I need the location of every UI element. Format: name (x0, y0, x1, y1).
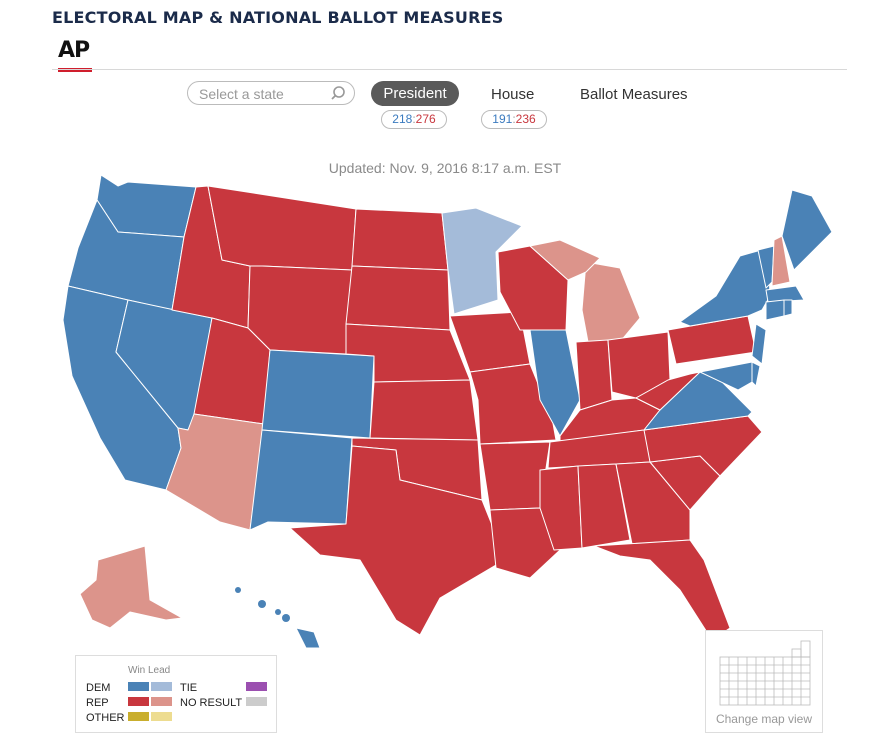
state-mi-upper[interactable] (529, 239, 601, 281)
legend-no-result-swatch (246, 697, 267, 706)
state-mi[interactable] (581, 261, 641, 343)
state-sd[interactable] (345, 265, 451, 331)
state-search-input[interactable] (197, 85, 331, 103)
state-nm[interactable] (249, 429, 353, 531)
state-de[interactable] (751, 361, 761, 387)
house-dem-count: 191 (492, 112, 513, 126)
state-pa[interactable] (667, 315, 757, 365)
ap-logo-underline (58, 68, 92, 72)
tab-house[interactable]: House (491, 86, 535, 103)
state-la[interactable] (489, 507, 561, 579)
change-map-view-label: Change map view (715, 712, 813, 726)
legend-tie: TIE (180, 682, 198, 694)
state-ks[interactable] (369, 379, 479, 441)
state-co[interactable] (261, 349, 375, 439)
state-il[interactable] (529, 329, 581, 437)
state-mt[interactable] (207, 185, 357, 271)
grid-map-icon (719, 640, 811, 706)
state-mn[interactable] (441, 207, 523, 315)
change-map-view-button[interactable]: Change map view (705, 630, 823, 733)
state-search[interactable] (187, 81, 355, 105)
legend-other-lead-swatch (151, 712, 172, 721)
legend-tie-swatch (246, 682, 267, 691)
tab-ballot-measures[interactable]: Ballot Measures (580, 86, 688, 103)
state-ct[interactable] (765, 299, 785, 321)
state-hi[interactable] (295, 627, 321, 649)
state-me[interactable] (781, 189, 833, 271)
state-ga[interactable] (615, 461, 691, 545)
header-divider (52, 69, 847, 70)
state-nh[interactable] (771, 235, 791, 287)
legend-other-win-swatch (128, 712, 149, 721)
state-mo[interactable] (469, 363, 557, 445)
legend-rep-lead-swatch (151, 697, 172, 706)
state-nj[interactable] (751, 323, 767, 365)
legend-rep: REP (86, 697, 109, 709)
tab-president[interactable]: President (371, 81, 459, 106)
legend-dem: DEM (86, 682, 111, 694)
legend-rep-win-swatch (128, 697, 149, 706)
state-fl[interactable] (593, 539, 731, 641)
state-in[interactable] (575, 339, 613, 411)
state-wv[interactable] (635, 371, 701, 411)
state-ny[interactable] (679, 247, 771, 327)
president-dem-count: 218 (392, 112, 413, 126)
legend-dem-lead-swatch (151, 682, 172, 691)
state-al[interactable] (577, 463, 631, 549)
search-icon[interactable] (330, 85, 346, 101)
state-wy[interactable] (247, 265, 353, 355)
legend-dem-win-swatch (128, 682, 149, 691)
state-tx[interactable] (289, 445, 497, 636)
state-ak[interactable] (79, 545, 183, 629)
legend-no-result: NO RESULT (180, 697, 243, 709)
ap-logo: AP (58, 38, 90, 63)
map-legend: Win Lead DEM TIE REP NO RESULT OTHER (75, 655, 277, 733)
page-title: ELECTORAL MAP & NATIONAL BALLOT MEASURES (52, 8, 504, 27)
legend-other: OTHER (86, 712, 125, 724)
state-nd[interactable] (351, 208, 449, 271)
president-score: 218:276 (381, 110, 447, 129)
updated-timestamp: Updated: Nov. 9, 2016 8:17 a.m. EST (328, 160, 562, 176)
house-rep-count: 236 (515, 112, 536, 126)
president-rep-count: 276 (415, 112, 436, 126)
state-ms[interactable] (539, 465, 583, 551)
state-az[interactable] (165, 413, 265, 531)
house-score: 191:236 (481, 110, 547, 129)
legend-header: Win Lead (128, 665, 171, 676)
hawaii-islands (235, 587, 290, 622)
state-ma[interactable] (765, 285, 805, 303)
state-ri[interactable] (783, 299, 793, 317)
